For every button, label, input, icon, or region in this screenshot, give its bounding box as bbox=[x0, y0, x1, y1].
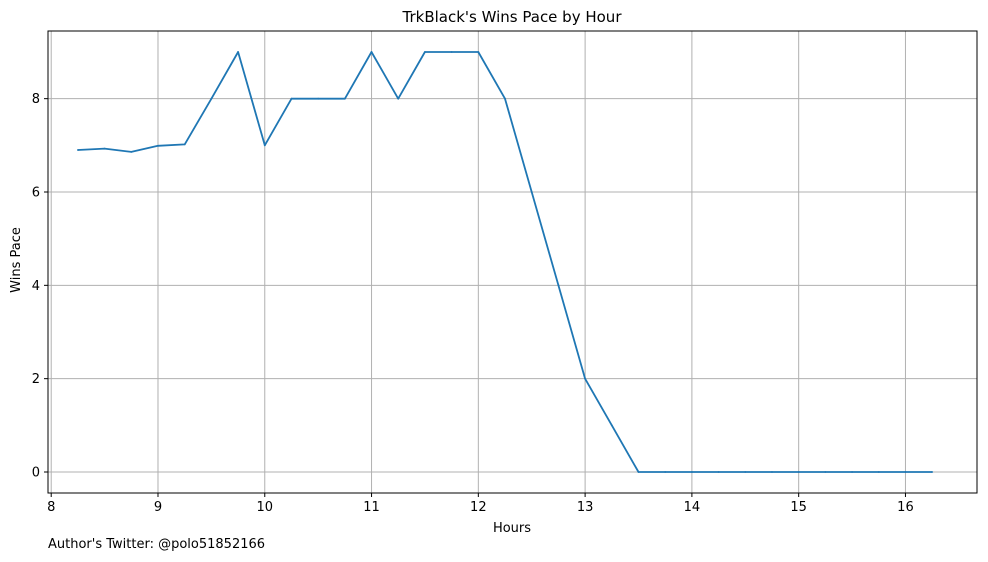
y-tick-label: 4 bbox=[32, 279, 40, 294]
x-tick-label: 12 bbox=[470, 500, 487, 515]
x-tick-label: 9 bbox=[154, 500, 162, 515]
x-tick-label: 15 bbox=[790, 500, 807, 515]
data-point bbox=[744, 471, 747, 473]
data-point bbox=[504, 97, 506, 100]
author-footnote: Author's Twitter: @polo51852166 bbox=[48, 537, 266, 552]
data-point bbox=[771, 471, 773, 473]
x-tick-label: 10 bbox=[256, 500, 273, 515]
data-point bbox=[610, 424, 613, 427]
x-tick-label: 16 bbox=[897, 500, 914, 515]
y-tick-label: 8 bbox=[32, 92, 40, 107]
data-point bbox=[530, 191, 533, 193]
data-point bbox=[343, 97, 346, 100]
data-point bbox=[477, 51, 480, 53]
data-point bbox=[290, 97, 293, 100]
y-axis-label: Wins Pace bbox=[9, 227, 24, 293]
data-point bbox=[263, 144, 266, 147]
x-tick-label: 14 bbox=[684, 500, 701, 515]
data-point bbox=[397, 97, 400, 100]
plot-frame bbox=[47, 30, 978, 494]
data-point bbox=[317, 97, 320, 100]
data-point bbox=[424, 51, 426, 53]
y-axis-ticks: 0 2 4 6 8 bbox=[32, 92, 48, 481]
data-point bbox=[210, 97, 213, 100]
data-point bbox=[450, 51, 453, 53]
y-tick-label: 0 bbox=[32, 466, 40, 481]
y-tick-label: 2 bbox=[32, 372, 40, 387]
chart-title: TrkBlack's Wins Pace by Hour bbox=[402, 8, 623, 26]
x-tick-label: 13 bbox=[577, 500, 594, 515]
data-point bbox=[370, 51, 373, 53]
series-layer bbox=[76, 51, 934, 473]
data-point bbox=[130, 150, 133, 153]
data-point bbox=[851, 471, 853, 473]
data-point bbox=[877, 471, 880, 473]
data-point bbox=[637, 471, 640, 473]
data-point bbox=[824, 471, 827, 473]
data-point bbox=[103, 147, 106, 150]
x-tick-label: 8 bbox=[47, 500, 55, 515]
data-point bbox=[557, 284, 560, 287]
x-axis-label: Hours bbox=[493, 521, 531, 536]
y-tick-label: 6 bbox=[32, 186, 40, 201]
data-point bbox=[584, 377, 587, 380]
data-point bbox=[717, 471, 720, 473]
data-point bbox=[237, 51, 239, 53]
data-point bbox=[931, 471, 934, 473]
series-line bbox=[77, 51, 933, 473]
x-axis-ticks: 8 9 10 11 12 13 14 15 16 bbox=[47, 493, 914, 515]
grid-lines bbox=[48, 31, 977, 493]
data-point bbox=[690, 471, 693, 473]
data-point bbox=[76, 149, 79, 151]
data-point bbox=[797, 471, 800, 473]
data-point bbox=[904, 471, 907, 473]
data-point bbox=[664, 471, 667, 473]
x-tick-label: 11 bbox=[363, 500, 380, 515]
data-point bbox=[157, 144, 159, 147]
data-point bbox=[183, 143, 186, 146]
